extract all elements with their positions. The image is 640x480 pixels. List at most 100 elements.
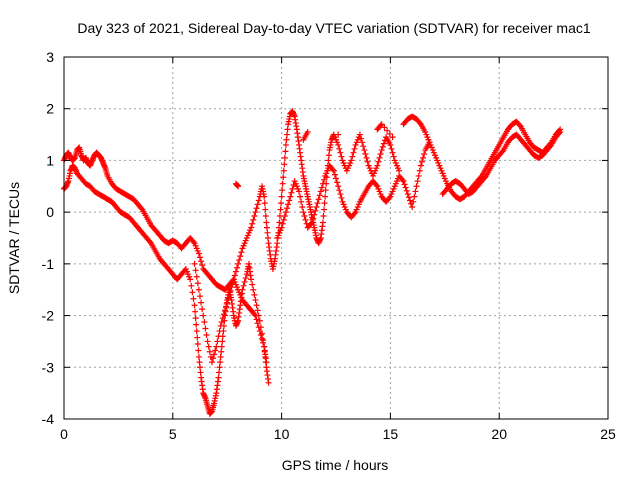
x-tick-label: 25: [600, 426, 616, 442]
series-6: [232, 121, 396, 190]
data-point: [193, 273, 200, 280]
data-point: [191, 260, 198, 267]
data-point: [249, 281, 256, 288]
data-point: [225, 295, 232, 302]
data-point: [188, 282, 195, 289]
data-point: [255, 312, 262, 319]
data-point: [195, 250, 202, 257]
data-point: [314, 200, 321, 207]
data-point: [192, 315, 199, 322]
data-point: [380, 140, 387, 147]
data-point: [278, 224, 285, 231]
data-point: [349, 153, 356, 160]
data-point: [217, 353, 224, 360]
data-point: [261, 193, 268, 200]
data-point: [300, 209, 307, 216]
data-point: [279, 187, 286, 194]
axis-ticks: [63, 56, 609, 420]
data-point: [192, 308, 199, 315]
data-point: [282, 141, 289, 148]
data-point: [218, 348, 225, 355]
y-tick-label: 3: [46, 49, 54, 65]
data-point: [389, 149, 396, 156]
data-point: [298, 198, 305, 205]
data-point: [196, 359, 203, 366]
data-point: [282, 209, 289, 216]
data-point: [289, 185, 296, 192]
data-point: [190, 238, 197, 245]
data-point: [338, 153, 345, 160]
data-point: [248, 276, 255, 283]
data-point: [242, 275, 249, 282]
data-point: [307, 220, 314, 227]
data-point: [213, 343, 220, 350]
data-point: [329, 166, 336, 173]
x-tick-label: 0: [60, 426, 68, 442]
data-point: [190, 295, 197, 302]
data-point: [286, 197, 293, 204]
data-point: [254, 201, 261, 208]
data-point: [237, 253, 244, 260]
data-point: [386, 130, 393, 137]
data-point: [318, 184, 325, 191]
data-point: [283, 136, 290, 143]
data-point: [281, 161, 288, 168]
data-point: [321, 206, 328, 213]
data-point: [218, 319, 225, 326]
data-point: [204, 338, 211, 345]
data-point: [499, 148, 506, 155]
data-point: [416, 119, 423, 126]
data-point: [386, 194, 393, 201]
data-point: [195, 347, 202, 354]
data-point: [214, 338, 221, 345]
data-point: [264, 229, 271, 236]
data-point: [377, 150, 384, 157]
y-axis-label: SDTVAR / TECUs: [6, 182, 22, 294]
data-point: [210, 355, 217, 362]
data-point: [351, 210, 358, 217]
data-point: [238, 249, 245, 256]
data-point: [235, 260, 242, 267]
data-point: [201, 319, 208, 326]
data-point: [187, 276, 194, 283]
data-point: [409, 203, 416, 210]
data-point: [322, 187, 329, 194]
data-point: [320, 213, 327, 220]
data-point: [233, 264, 240, 271]
data-point: [319, 219, 326, 226]
data-point: [281, 154, 288, 161]
data-point: [261, 343, 268, 350]
data-point: [252, 297, 259, 304]
data-point: [335, 131, 342, 138]
data-point: [547, 143, 554, 150]
tick-labels: 0 5 10 15 20 25 -4 -3 -2 -1 0 1 2 3: [42, 49, 616, 442]
data-point: [197, 364, 203, 371]
data-point: [250, 286, 257, 293]
data-point: [330, 167, 337, 174]
data-point: [389, 134, 396, 141]
series-1: [61, 162, 272, 417]
data-point: [257, 331, 264, 338]
data-point: [331, 171, 338, 178]
data-point: [231, 272, 238, 279]
data-point: [416, 167, 423, 174]
data-point: [215, 374, 222, 381]
data-point: [362, 150, 369, 157]
data-point: [277, 206, 284, 213]
data-point: [220, 311, 227, 318]
data-point: [253, 316, 260, 323]
data-point: [255, 197, 262, 204]
data-point: [406, 197, 413, 204]
data-point: [278, 200, 285, 207]
data-point: [337, 149, 344, 156]
data-point: [261, 200, 268, 207]
data-point: [197, 254, 203, 261]
data-point: [405, 194, 412, 201]
data-point: [403, 187, 410, 194]
data-point: [281, 213, 288, 220]
data-point: [421, 150, 428, 157]
data-point: [359, 139, 366, 146]
data-point: [256, 317, 263, 324]
data-point: [337, 191, 344, 198]
